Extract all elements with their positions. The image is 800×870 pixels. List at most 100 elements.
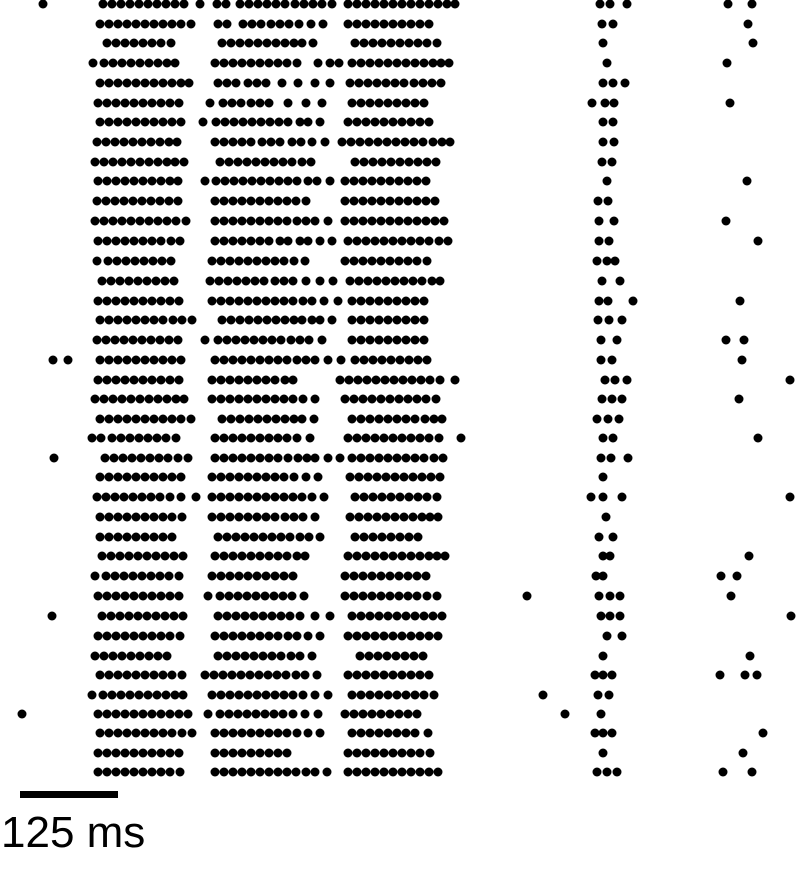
raster-row-36 [87, 690, 614, 700]
spike-dot [310, 394, 320, 404]
spike-dot [262, 414, 272, 424]
spike-dot [120, 709, 130, 719]
spike-dot [392, 453, 402, 463]
spike-dot [144, 157, 154, 167]
spike-dot [597, 394, 607, 404]
spike-dot [140, 670, 150, 680]
spike-dot [376, 196, 386, 206]
spike-dot [370, 117, 380, 127]
spike-dot [422, 256, 432, 266]
spike-dot [374, 58, 384, 68]
spike-dot [399, 78, 409, 88]
spike-dot [158, 728, 168, 738]
spike-dot [252, 690, 262, 700]
spike-dot [394, 394, 404, 404]
spike-dot [207, 375, 217, 385]
spike-dot [615, 611, 625, 621]
spike-dot [253, 315, 263, 325]
spike-dot [210, 196, 220, 206]
spike-dot [347, 335, 357, 345]
spike-dot [385, 591, 395, 601]
spike-dot [413, 532, 423, 542]
spike-dot [155, 335, 165, 345]
spike-dot [410, 58, 420, 68]
spike-dot [345, 512, 355, 522]
spike-dot [95, 19, 105, 29]
spike-dot [97, 276, 107, 286]
spike-dot [247, 117, 257, 127]
spike-dot [110, 335, 120, 345]
spike-dot [171, 433, 181, 443]
spike-dot [246, 236, 256, 246]
spike-dot [347, 728, 357, 738]
spike-dot [356, 58, 366, 68]
spike-dot [401, 58, 411, 68]
spike-dot [307, 137, 317, 147]
spike-dot [437, 414, 447, 424]
spike-dot [216, 394, 226, 404]
spike-dot [261, 375, 271, 385]
spike-dot [95, 512, 105, 522]
spike-dot [399, 512, 409, 522]
spike-dot [137, 492, 147, 502]
spike-dot [262, 315, 272, 325]
raster-row-19 [48, 355, 747, 365]
spike-dot [96, 433, 106, 443]
spike-dot [297, 38, 307, 48]
spike-dot [216, 690, 226, 700]
spike-dot [598, 137, 608, 147]
spike-dot [602, 176, 612, 186]
spike-dot [406, 767, 416, 777]
spike-dot [92, 137, 102, 147]
spike-dot [219, 196, 229, 206]
spike-dot [110, 492, 120, 502]
spike-dot [279, 472, 289, 482]
spike-dot [715, 670, 725, 680]
spike-dot [243, 256, 253, 266]
spike-dot [255, 58, 265, 68]
spike-dot [213, 611, 223, 621]
spike-dot [359, 157, 369, 167]
spike-dot [243, 512, 253, 522]
spike-dot [110, 137, 120, 147]
spike-dot [155, 137, 165, 147]
spike-dot [122, 472, 132, 482]
spike-dot [433, 0, 443, 9]
spike-dot [256, 19, 266, 29]
spike-dot [287, 591, 297, 601]
spike-dot [347, 611, 357, 621]
spike-dot [117, 216, 127, 226]
spike-dot [385, 176, 395, 186]
raster-row-15 [97, 276, 625, 286]
spike-dot [131, 315, 141, 325]
spike-dot [245, 670, 255, 680]
spike-dot [250, 276, 260, 286]
spike-dot [238, 117, 248, 127]
spike-dot [596, 335, 606, 345]
spike-dot [104, 472, 114, 482]
spike-dot [343, 19, 353, 29]
spike-dot [412, 591, 422, 601]
spike-dot [401, 611, 411, 621]
spike-dot [286, 651, 296, 661]
spike-dot [142, 611, 152, 621]
spike-dot [146, 335, 156, 345]
spike-dot [212, 0, 222, 9]
spike-dot [350, 492, 360, 502]
spike-dot [410, 296, 420, 306]
spike-dot [108, 58, 118, 68]
spike-dot [401, 690, 411, 700]
spike-dot [288, 690, 298, 700]
spike-dot [261, 296, 271, 306]
spike-dot [406, 19, 416, 29]
spike-dot [372, 472, 382, 482]
spike-dot [288, 492, 298, 502]
spike-dot [379, 748, 389, 758]
spike-dot [350, 532, 360, 542]
spike-dot [253, 414, 263, 424]
spike-dot [392, 728, 402, 738]
spike-dot [90, 571, 100, 581]
spike-dot [392, 296, 402, 306]
spike-dot [99, 651, 109, 661]
spike-dot [315, 532, 325, 542]
